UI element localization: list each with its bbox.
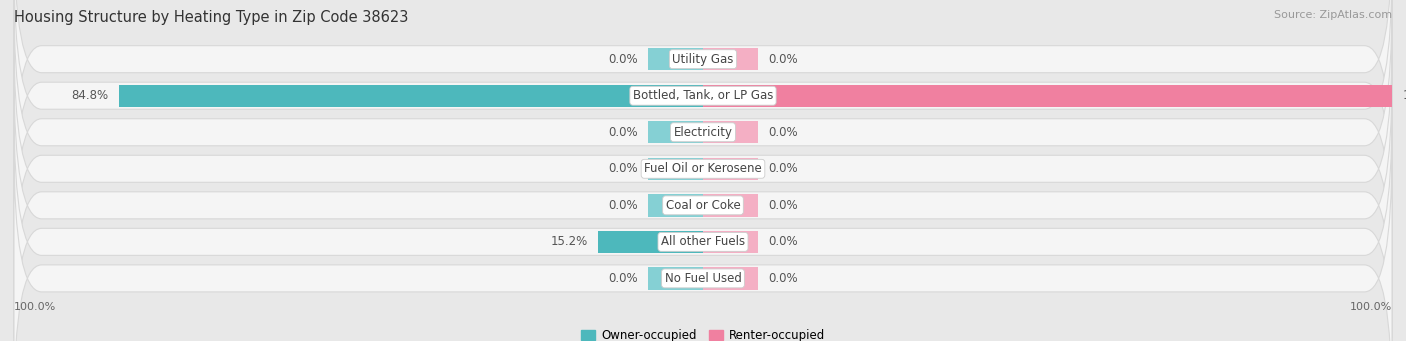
Text: 15.2%: 15.2% (551, 235, 588, 248)
Bar (703, 85, 1392, 107)
Bar (599, 231, 703, 253)
Bar (648, 121, 703, 144)
FancyBboxPatch shape (14, 73, 1392, 338)
Text: 0.0%: 0.0% (607, 53, 637, 66)
Bar (118, 85, 703, 107)
Text: 0.0%: 0.0% (769, 53, 799, 66)
Bar (648, 194, 703, 217)
Text: 0.0%: 0.0% (769, 199, 799, 212)
Bar (648, 48, 703, 70)
Text: 0.0%: 0.0% (607, 199, 637, 212)
Text: Source: ZipAtlas.com: Source: ZipAtlas.com (1274, 10, 1392, 20)
Bar (648, 267, 703, 290)
Bar (648, 158, 703, 180)
Text: 0.0%: 0.0% (769, 272, 799, 285)
FancyBboxPatch shape (14, 109, 1392, 341)
FancyBboxPatch shape (14, 146, 1392, 341)
Text: 0.0%: 0.0% (769, 126, 799, 139)
Text: 0.0%: 0.0% (607, 126, 637, 139)
Text: 100.0%: 100.0% (1350, 302, 1392, 312)
Bar (703, 121, 758, 144)
Bar (703, 267, 758, 290)
Text: Housing Structure by Heating Type in Zip Code 38623: Housing Structure by Heating Type in Zip… (14, 10, 408, 25)
Text: 84.8%: 84.8% (72, 89, 108, 102)
Text: 0.0%: 0.0% (769, 162, 799, 175)
Bar (703, 48, 758, 70)
Text: 0.0%: 0.0% (769, 235, 799, 248)
FancyBboxPatch shape (14, 0, 1392, 228)
Text: 100.0%: 100.0% (1402, 89, 1406, 102)
Text: 0.0%: 0.0% (607, 162, 637, 175)
Text: 100.0%: 100.0% (14, 302, 56, 312)
Text: 0.0%: 0.0% (607, 272, 637, 285)
FancyBboxPatch shape (14, 0, 1392, 192)
Text: All other Fuels: All other Fuels (661, 235, 745, 248)
Bar (703, 194, 758, 217)
Text: Fuel Oil or Kerosene: Fuel Oil or Kerosene (644, 162, 762, 175)
Text: Utility Gas: Utility Gas (672, 53, 734, 66)
Bar (703, 231, 758, 253)
Text: Bottled, Tank, or LP Gas: Bottled, Tank, or LP Gas (633, 89, 773, 102)
FancyBboxPatch shape (14, 0, 1392, 265)
Text: No Fuel Used: No Fuel Used (665, 272, 741, 285)
Text: Coal or Coke: Coal or Coke (665, 199, 741, 212)
Bar (703, 158, 758, 180)
Text: Electricity: Electricity (673, 126, 733, 139)
FancyBboxPatch shape (14, 36, 1392, 301)
Legend: Owner-occupied, Renter-occupied: Owner-occupied, Renter-occupied (576, 325, 830, 341)
